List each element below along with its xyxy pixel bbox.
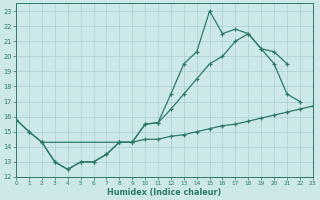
X-axis label: Humidex (Indice chaleur): Humidex (Indice chaleur) [107,188,221,197]
